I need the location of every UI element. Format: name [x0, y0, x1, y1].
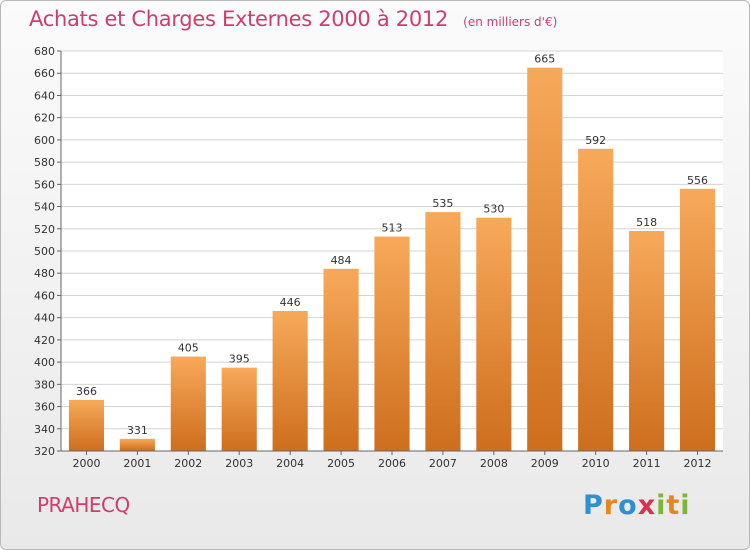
brand-letter: t — [666, 490, 681, 521]
brand-letter: o — [618, 490, 638, 521]
location-label: PRAHECQ — [37, 493, 130, 517]
brand-letter: r — [603, 490, 619, 521]
bar — [170, 356, 206, 451]
data-label: 484 — [331, 254, 352, 267]
y-tick-label: 420 — [34, 334, 55, 347]
chart-title: Achats et Charges Externes 2000 à 2012 — [29, 7, 449, 31]
x-tick-label: 2002 — [174, 457, 202, 470]
y-tick-label: 400 — [34, 356, 55, 369]
data-label: 518 — [636, 216, 657, 229]
data-label: 405 — [178, 342, 199, 355]
data-label: 556 — [687, 174, 708, 187]
x-tick-label: 2006 — [378, 457, 406, 470]
y-tick-label: 560 — [34, 178, 55, 191]
y-tick-label: 320 — [34, 445, 55, 458]
y-tick-label: 340 — [34, 423, 55, 436]
y-tick-label: 360 — [34, 401, 55, 414]
data-label: 331 — [127, 424, 148, 437]
brand-letter: i — [656, 490, 667, 521]
x-tick-label: 2000 — [72, 457, 100, 470]
data-label: 513 — [382, 222, 403, 235]
x-tick-label: 2004 — [276, 457, 304, 470]
data-label: 395 — [229, 353, 250, 366]
bar — [221, 367, 257, 451]
data-label: 592 — [585, 134, 606, 147]
x-tick-label: 2009 — [531, 457, 559, 470]
y-tick-label: 440 — [34, 312, 55, 325]
y-tick-label: 540 — [34, 201, 55, 214]
y-tick-label: 660 — [34, 67, 55, 80]
data-label: 446 — [280, 296, 301, 309]
x-tick-label: 2012 — [684, 457, 712, 470]
bar — [272, 311, 308, 451]
x-tick-label: 2005 — [327, 457, 355, 470]
x-tick-label: 2010 — [582, 457, 610, 470]
y-tick-label: 460 — [34, 289, 55, 302]
brand-logo: Proxiti — [583, 490, 691, 521]
x-tick-label: 2001 — [123, 457, 151, 470]
bar — [527, 67, 563, 452]
bar — [374, 236, 410, 451]
bar — [323, 268, 359, 451]
y-tick-label: 600 — [34, 134, 55, 147]
brand-letter: P — [583, 490, 604, 521]
bar — [425, 212, 461, 451]
x-tick-label: 2003 — [225, 457, 253, 470]
y-tick-label: 520 — [34, 223, 55, 236]
brand-letter: i — [680, 490, 691, 521]
bar — [578, 148, 614, 451]
bar — [679, 188, 716, 451]
data-label: 530 — [483, 203, 504, 216]
x-tick-label: 2007 — [429, 457, 457, 470]
bar — [476, 217, 512, 451]
data-label: 535 — [432, 197, 453, 210]
y-tick-label: 480 — [34, 267, 55, 280]
x-tick-label: 2008 — [480, 457, 508, 470]
chart-subtitle: (en milliers d'€) — [463, 15, 558, 29]
y-tick-label: 380 — [34, 378, 55, 391]
bar — [68, 399, 105, 451]
data-label: 366 — [76, 385, 97, 398]
bar — [119, 438, 155, 451]
brand-letter: x — [637, 490, 657, 521]
data-label: 665 — [534, 53, 555, 66]
y-tick-label: 680 — [34, 45, 55, 58]
x-tick-label: 2011 — [633, 457, 661, 470]
y-tick-label: 620 — [34, 112, 55, 125]
y-tick-label: 500 — [34, 245, 55, 258]
y-tick-label: 580 — [34, 156, 55, 169]
y-tick-label: 640 — [34, 89, 55, 102]
bar — [629, 231, 665, 451]
title-block: Achats et Charges Externes 2000 à 2012 (… — [29, 7, 557, 31]
